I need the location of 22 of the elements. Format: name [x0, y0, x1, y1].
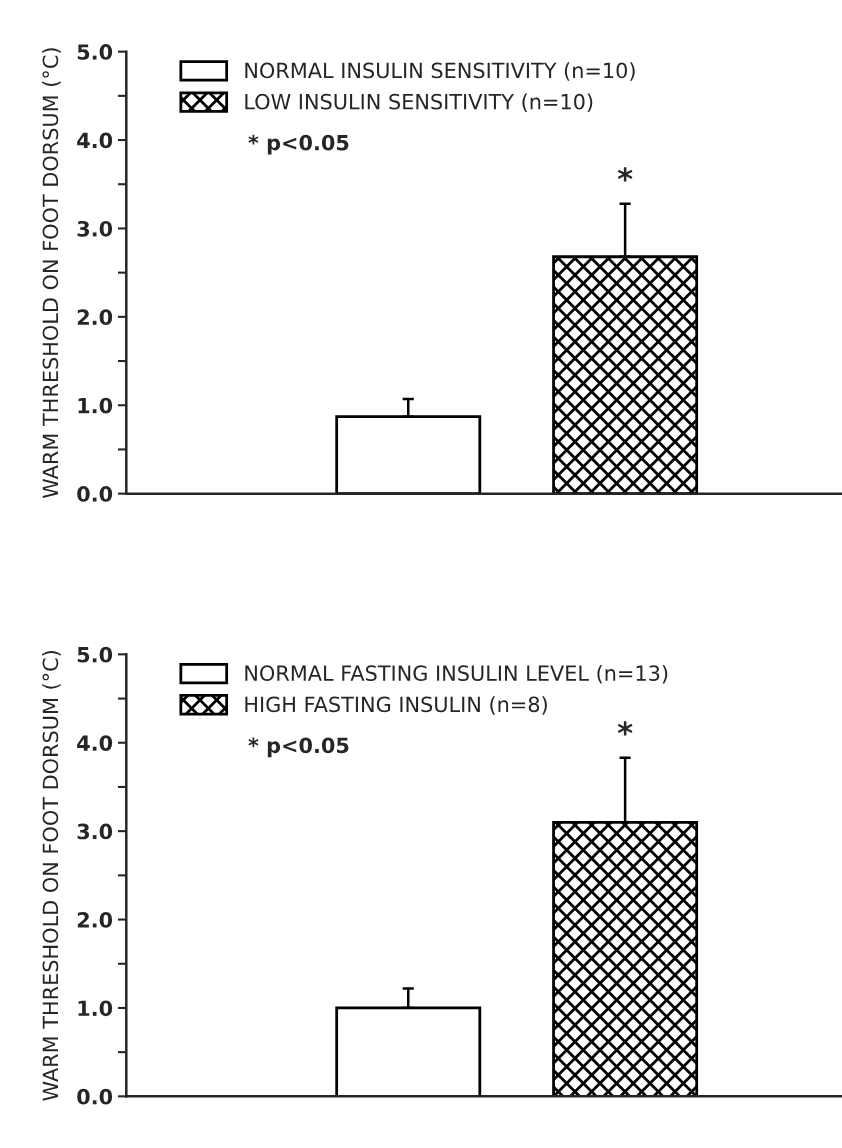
annotation: * [617, 721, 633, 736]
y-tick-label: 1.0 [78, 1000, 113, 1017]
y-tick-label: 3.0 [77, 220, 113, 237]
y-tick-label: 4.0 [77, 735, 113, 751]
legend-label: HIGH FASTING INSULIN (n=8) [245, 696, 547, 715]
y-tick-label: 1.0 [78, 397, 113, 414]
y-tick-label: 4.0 [77, 132, 113, 149]
y-axis-title: WARM THRESHOLD ON FOOT DORSUM (°C) [42, 650, 61, 1101]
legend-label: NORMAL FASTING INSULIN LEVEL (n=13) [245, 664, 668, 684]
y-tick-label: 3.0 [77, 823, 113, 840]
annotation: * [617, 167, 633, 182]
y-tick-label: 0.0 [77, 1088, 113, 1105]
y-tick-label: 2.0 [77, 309, 113, 326]
annotation: * p<0.05 [248, 134, 349, 155]
annotation: * p<0.05 [248, 737, 349, 758]
y-tick-label: 0.0 [77, 486, 113, 502]
legend-label: NORMAL INSULIN SENSITIVITY (n=10) [245, 62, 635, 81]
y-tick-label: 5.0 [77, 44, 113, 60]
y-tick-label: 5.0 [77, 646, 113, 663]
y-tick-label: 2.0 [77, 912, 113, 928]
y-axis-title: WARM THRESHOLD ON FOOT DORSUM (°C) [42, 48, 61, 499]
legend-label: LOW INSULIN SENSITIVITY (n=10) [245, 93, 593, 112]
